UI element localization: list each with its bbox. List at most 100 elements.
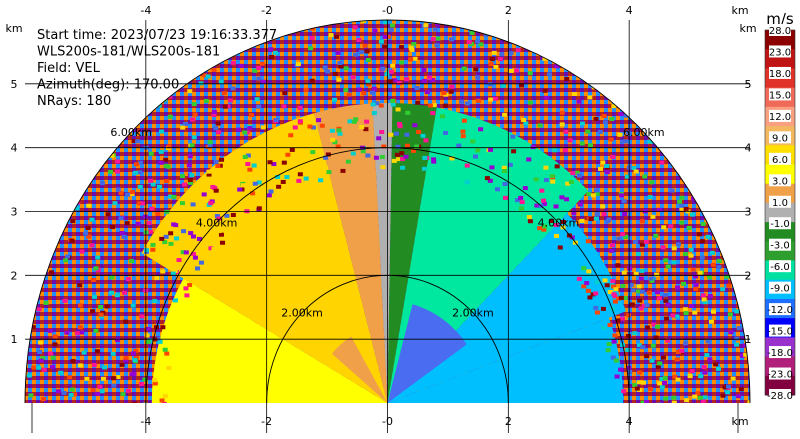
speckle (381, 144, 387, 149)
speckle (461, 118, 467, 123)
speckle (104, 304, 110, 309)
speckle (206, 169, 212, 174)
speckle (84, 376, 90, 381)
speckle (528, 100, 534, 105)
speckle (211, 246, 217, 251)
speckle (154, 276, 160, 281)
speckle (123, 319, 129, 324)
speckle (424, 90, 430, 95)
speckle (679, 169, 685, 174)
speckle (192, 255, 198, 260)
speckle (461, 66, 467, 71)
y-tick-label-left: 5 (11, 78, 18, 91)
speckle (725, 384, 731, 389)
speckle (484, 176, 490, 181)
speckle (638, 276, 644, 281)
speckle (230, 60, 236, 65)
speckle (683, 341, 689, 346)
speckle (600, 306, 606, 311)
speckle (572, 91, 578, 96)
speckle (700, 399, 706, 403)
speckle (79, 249, 85, 254)
speckle (86, 203, 92, 208)
speckle (203, 98, 209, 103)
speckle (449, 84, 455, 89)
speckle (162, 347, 168, 352)
speckle (400, 165, 406, 170)
speckle (621, 389, 627, 394)
speckle (527, 71, 533, 76)
speckle (289, 147, 295, 152)
speckle (416, 129, 422, 134)
speckle (297, 172, 303, 177)
speckle (689, 369, 695, 374)
colorbar-tick-label: -9.0 (770, 284, 790, 295)
speckle (662, 292, 668, 297)
speckle (405, 110, 411, 115)
speckle (166, 365, 172, 370)
speckle (152, 381, 158, 386)
speckle (542, 201, 548, 206)
speckle (647, 139, 653, 144)
speckle (622, 296, 628, 301)
speckle (50, 364, 56, 369)
speckle (167, 114, 173, 119)
speckle (122, 290, 128, 295)
speckle (115, 375, 121, 380)
speckle (150, 242, 156, 247)
speckle (110, 225, 116, 230)
speckle (523, 121, 529, 126)
field-near-right (387, 373, 521, 403)
speckle (466, 40, 472, 45)
y-tick-label-left: 4 (11, 142, 18, 155)
colorbar-tick-bg (769, 195, 791, 208)
speckle (138, 382, 144, 387)
speckle (615, 318, 621, 323)
speckle (353, 52, 359, 57)
speckle (206, 172, 212, 177)
speckle (632, 383, 638, 388)
speckle (559, 122, 565, 127)
colorbar-tick-label: -28.0 (767, 391, 793, 402)
speckle (478, 127, 484, 132)
speckle (409, 47, 415, 52)
colorbar-tick-bg (769, 152, 791, 165)
speckle (260, 79, 266, 84)
speckle (639, 219, 645, 224)
speckle (695, 391, 701, 396)
speckle (74, 206, 80, 211)
speckle (161, 401, 167, 403)
colorbar-title: m/s (766, 10, 794, 28)
speckle (336, 128, 342, 133)
speckle (491, 50, 497, 55)
speckle (110, 351, 116, 356)
speckle (365, 78, 371, 83)
speckle (577, 202, 583, 207)
speckle (698, 374, 704, 379)
speckle (571, 211, 577, 216)
speckle (152, 378, 158, 383)
speckle (158, 160, 164, 165)
speckle (201, 192, 207, 197)
speckle (478, 42, 484, 47)
speckle (382, 34, 388, 39)
speckle (593, 291, 599, 296)
speckle (90, 309, 96, 314)
speckle (378, 103, 384, 108)
colorbar-tick-bg (769, 260, 791, 273)
speckle (202, 73, 208, 78)
speckle (487, 178, 493, 183)
speckle (26, 373, 32, 378)
speckle (370, 102, 376, 107)
speckle (230, 212, 236, 217)
speckle (77, 325, 83, 330)
speckle (303, 87, 309, 92)
speckle (630, 288, 636, 293)
speckle (335, 144, 341, 149)
speckle (146, 220, 152, 225)
speckle (77, 303, 83, 308)
speckle (72, 392, 78, 397)
speckle (553, 233, 559, 238)
speckle (371, 111, 377, 116)
